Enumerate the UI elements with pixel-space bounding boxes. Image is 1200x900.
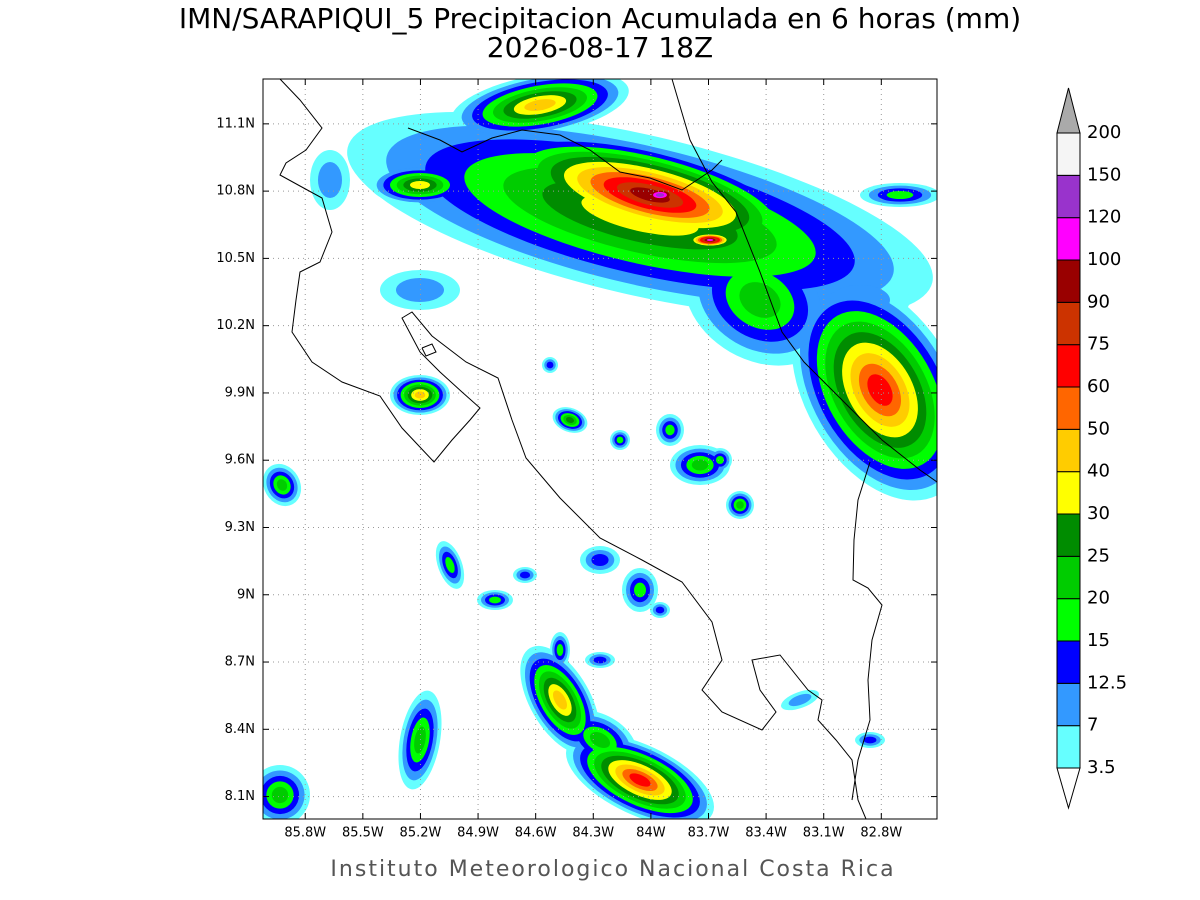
- x-tick-label: 83.4W: [745, 826, 787, 841]
- colorbar-label: 200: [1087, 122, 1121, 143]
- colorbar-label: 60: [1087, 376, 1110, 397]
- colorbar-box: [1056, 301, 1081, 346]
- precip-contour: [593, 656, 607, 664]
- colorbar-label: 3.5: [1087, 757, 1116, 778]
- y-tick-label: 8.1N: [225, 789, 255, 804]
- colorbar-box: [1056, 555, 1081, 600]
- coastlines: [279, 79, 937, 819]
- x-tick-label: 83.7W: [688, 826, 730, 841]
- precipitation-field: [263, 79, 937, 819]
- map-title: IMN/SARAPIQUI_5 Precipitacion Acumulada …: [179, 2, 1021, 35]
- colorbar-label: 25: [1087, 545, 1110, 566]
- colorbar: 3.5 7 12.5 15 20 25 30 40 50 60 75 90 100 120 150 200: [1056, 87, 1127, 810]
- y-tick-label: 11.1N: [216, 116, 255, 131]
- colorbar-label: 75: [1087, 334, 1110, 355]
- precip-contour: [886, 191, 914, 199]
- precip-contour: [565, 417, 575, 423]
- x-tick-label: 84W: [636, 826, 666, 841]
- x-tick-label: 83.1W: [803, 826, 845, 841]
- colorbar-label: 120: [1087, 207, 1121, 228]
- precip-contour: [589, 731, 611, 749]
- precip-contour: [863, 736, 877, 744]
- x-tick-label: 85.2W: [400, 826, 442, 841]
- precip-contour: [867, 374, 893, 406]
- colorbar-box: [1056, 344, 1081, 388]
- colorbar-box: [1056, 132, 1081, 176]
- precip-contour: [271, 786, 289, 804]
- precip-contour: [276, 479, 288, 491]
- y-tick-label: 10.8N: [216, 184, 255, 199]
- colorbar-label: 90: [1087, 291, 1110, 312]
- colorbar-box: [1056, 217, 1081, 261]
- precip-contour: [616, 436, 624, 444]
- colorbar-box: [1056, 428, 1081, 473]
- colorbar-label: 50: [1087, 418, 1110, 439]
- precip-contour: [716, 456, 724, 464]
- x-tick-label: 84.3W: [572, 826, 614, 841]
- precip-contour: [318, 162, 342, 198]
- colorbar-box: [1056, 640, 1081, 684]
- colorbar-over: [1056, 87, 1081, 134]
- grid: [263, 79, 937, 819]
- colorbar-label: 7: [1087, 715, 1098, 736]
- plot-frame: [262, 78, 938, 820]
- colorbar-label: 150: [1087, 164, 1121, 185]
- precip-contour: [546, 361, 554, 369]
- colorbar-box: [1056, 598, 1081, 642]
- precip-contour: [556, 644, 564, 656]
- colorbar-label: 100: [1087, 249, 1121, 270]
- nicaragua-border: [407, 127, 723, 191]
- colorbar-label: 12.5: [1087, 672, 1127, 693]
- y-tick-label: 10.2N: [216, 318, 255, 333]
- axes: 85.8W 85.5W 85.2W 84.9W 84.6W 84.3W 84W 83.7W 83…: [216, 79, 937, 841]
- colorbar-label: 15: [1087, 630, 1110, 651]
- precip-contour: [445, 557, 455, 573]
- colorbar-box: [1056, 682, 1081, 727]
- precip-contour: [489, 596, 501, 604]
- precip-contour: [788, 693, 812, 707]
- colorbar-label: 40: [1087, 461, 1110, 482]
- y-tick-label: 8.7N: [225, 655, 255, 670]
- y-tick-label: 9.3N: [225, 520, 255, 535]
- colorbar-under: [1056, 767, 1081, 810]
- x-tick-label: 85.5W: [342, 826, 384, 841]
- footer: Instituto Meteorologico Nacional Costa R…: [330, 857, 895, 882]
- precip-contour: [655, 606, 665, 614]
- precip-contour: [519, 571, 531, 579]
- precip-contour: [591, 554, 609, 566]
- colorbar-box: [1056, 174, 1081, 219]
- y-tick-label: 9N: [237, 587, 255, 602]
- precip-contour: [736, 501, 744, 509]
- precip-contour: [634, 582, 646, 598]
- colorbar-box: [1056, 471, 1081, 515]
- precip-contour: [665, 424, 675, 436]
- precip-contour: [655, 193, 665, 197]
- colorbar-label: 20: [1087, 588, 1110, 609]
- colorbar-label: 30: [1087, 503, 1110, 524]
- precip-contour: [524, 99, 556, 111]
- panama-border: [851, 461, 883, 801]
- precip-contour: [691, 459, 709, 471]
- colorbar-box: [1056, 259, 1081, 303]
- precip-contour: [706, 238, 714, 242]
- colorbar-box: [1056, 513, 1081, 557]
- precip-contour: [552, 690, 568, 710]
- colorbar-box: [1056, 386, 1081, 430]
- x-tick-label: 84.6W: [515, 826, 557, 841]
- colorbar-box: [1056, 725, 1081, 769]
- map-subtitle: 2026-08-17 18Z: [487, 31, 713, 64]
- y-tick-label: 10.5N: [216, 251, 255, 266]
- y-tick-label: 9.9N: [225, 385, 255, 400]
- precip-contour: [629, 773, 651, 787]
- y-tick-label: 8.4N: [225, 722, 255, 737]
- lake-outline: [421, 343, 437, 357]
- x-tick-label: 85.8W: [284, 826, 326, 841]
- x-tick-label: 82.8W: [860, 826, 902, 841]
- caribbean-coast: [671, 79, 937, 483]
- precip-contour: [739, 282, 781, 318]
- pacific-coast: [279, 79, 867, 819]
- x-tick-label: 84.9W: [457, 826, 499, 841]
- y-tick-label: 9.6N: [225, 453, 255, 468]
